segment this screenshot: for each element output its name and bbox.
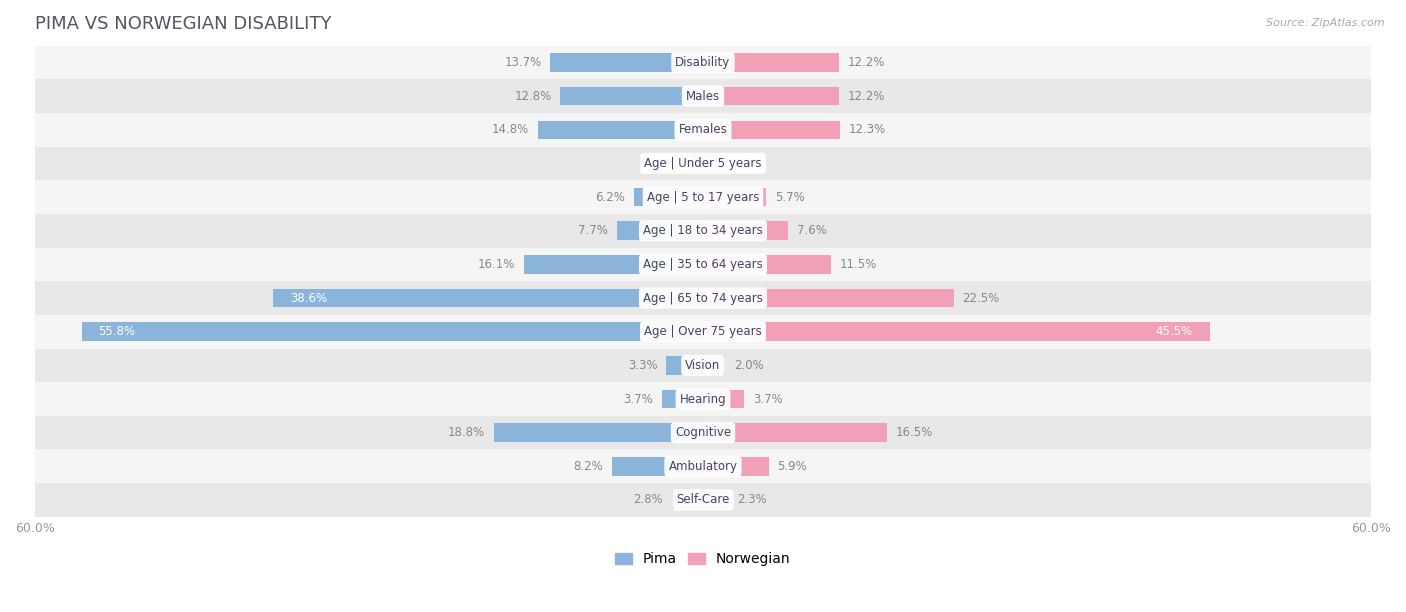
Bar: [35, 449, 1371, 483]
Text: Age | Under 5 years: Age | Under 5 years: [644, 157, 762, 170]
Text: 14.8%: 14.8%: [492, 123, 529, 136]
Text: Age | 18 to 34 years: Age | 18 to 34 years: [643, 224, 763, 237]
Bar: [666, 356, 703, 375]
Bar: [35, 147, 1371, 181]
Bar: [703, 255, 831, 274]
Bar: [35, 248, 1371, 282]
Text: 55.8%: 55.8%: [98, 325, 135, 338]
Text: 38.6%: 38.6%: [290, 291, 328, 305]
Text: 11.5%: 11.5%: [839, 258, 877, 271]
Bar: [703, 154, 721, 173]
Text: 7.7%: 7.7%: [578, 224, 609, 237]
Text: Age | Over 75 years: Age | Over 75 years: [644, 325, 762, 338]
Bar: [703, 121, 839, 139]
Text: 12.2%: 12.2%: [848, 56, 886, 69]
Text: Vision: Vision: [685, 359, 721, 372]
Text: Age | 5 to 17 years: Age | 5 to 17 years: [647, 190, 759, 204]
Bar: [617, 222, 703, 240]
Text: 16.1%: 16.1%: [478, 258, 515, 271]
Text: Males: Males: [686, 89, 720, 103]
Text: 3.3%: 3.3%: [627, 359, 658, 372]
Legend: Pima, Norwegian: Pima, Norwegian: [616, 553, 790, 566]
Text: Disability: Disability: [675, 56, 731, 69]
Bar: [703, 87, 839, 105]
Bar: [35, 416, 1371, 449]
Bar: [703, 390, 744, 408]
Text: 2.3%: 2.3%: [738, 493, 768, 507]
Bar: [82, 323, 703, 341]
Text: Females: Females: [679, 123, 727, 136]
Text: 13.7%: 13.7%: [505, 56, 541, 69]
Text: 16.5%: 16.5%: [896, 426, 932, 439]
Text: 12.3%: 12.3%: [849, 123, 886, 136]
Bar: [703, 356, 725, 375]
Bar: [524, 255, 703, 274]
Bar: [662, 390, 703, 408]
Bar: [703, 457, 769, 476]
Bar: [35, 483, 1371, 517]
Bar: [561, 87, 703, 105]
Text: 2.0%: 2.0%: [734, 359, 763, 372]
Bar: [703, 424, 887, 442]
Text: 12.2%: 12.2%: [848, 89, 886, 103]
Text: 12.8%: 12.8%: [515, 89, 551, 103]
Bar: [703, 323, 1209, 341]
Bar: [672, 491, 703, 509]
Bar: [35, 181, 1371, 214]
Bar: [703, 222, 787, 240]
Bar: [634, 188, 703, 206]
Text: 3.7%: 3.7%: [754, 392, 783, 406]
Bar: [703, 289, 953, 307]
Bar: [35, 214, 1371, 248]
Bar: [551, 53, 703, 72]
Text: 1.1%: 1.1%: [652, 157, 682, 170]
Bar: [35, 315, 1371, 349]
Text: 1.7%: 1.7%: [731, 157, 761, 170]
Text: Self-Care: Self-Care: [676, 493, 730, 507]
Bar: [35, 80, 1371, 113]
Text: Ambulatory: Ambulatory: [668, 460, 738, 473]
Text: 5.9%: 5.9%: [778, 460, 807, 473]
Text: 2.8%: 2.8%: [633, 493, 662, 507]
Text: 7.6%: 7.6%: [797, 224, 827, 237]
Text: 18.8%: 18.8%: [447, 426, 485, 439]
Bar: [35, 349, 1371, 382]
Bar: [494, 424, 703, 442]
Bar: [35, 382, 1371, 416]
Text: Source: ZipAtlas.com: Source: ZipAtlas.com: [1267, 18, 1385, 28]
Text: 22.5%: 22.5%: [963, 291, 1000, 305]
Text: Hearing: Hearing: [679, 392, 727, 406]
Bar: [35, 113, 1371, 147]
Text: Age | 35 to 64 years: Age | 35 to 64 years: [643, 258, 763, 271]
Bar: [538, 121, 703, 139]
Text: 5.7%: 5.7%: [775, 190, 806, 204]
Bar: [612, 457, 703, 476]
Text: PIMA VS NORWEGIAN DISABILITY: PIMA VS NORWEGIAN DISABILITY: [35, 15, 332, 33]
Text: 8.2%: 8.2%: [574, 460, 603, 473]
Bar: [703, 188, 766, 206]
Bar: [703, 53, 839, 72]
Bar: [690, 154, 703, 173]
Bar: [35, 282, 1371, 315]
Text: 6.2%: 6.2%: [595, 190, 626, 204]
Bar: [35, 46, 1371, 80]
Text: 3.7%: 3.7%: [623, 392, 652, 406]
Text: Cognitive: Cognitive: [675, 426, 731, 439]
Bar: [703, 491, 728, 509]
Text: 45.5%: 45.5%: [1156, 325, 1192, 338]
Bar: [273, 289, 703, 307]
Text: Age | 65 to 74 years: Age | 65 to 74 years: [643, 291, 763, 305]
